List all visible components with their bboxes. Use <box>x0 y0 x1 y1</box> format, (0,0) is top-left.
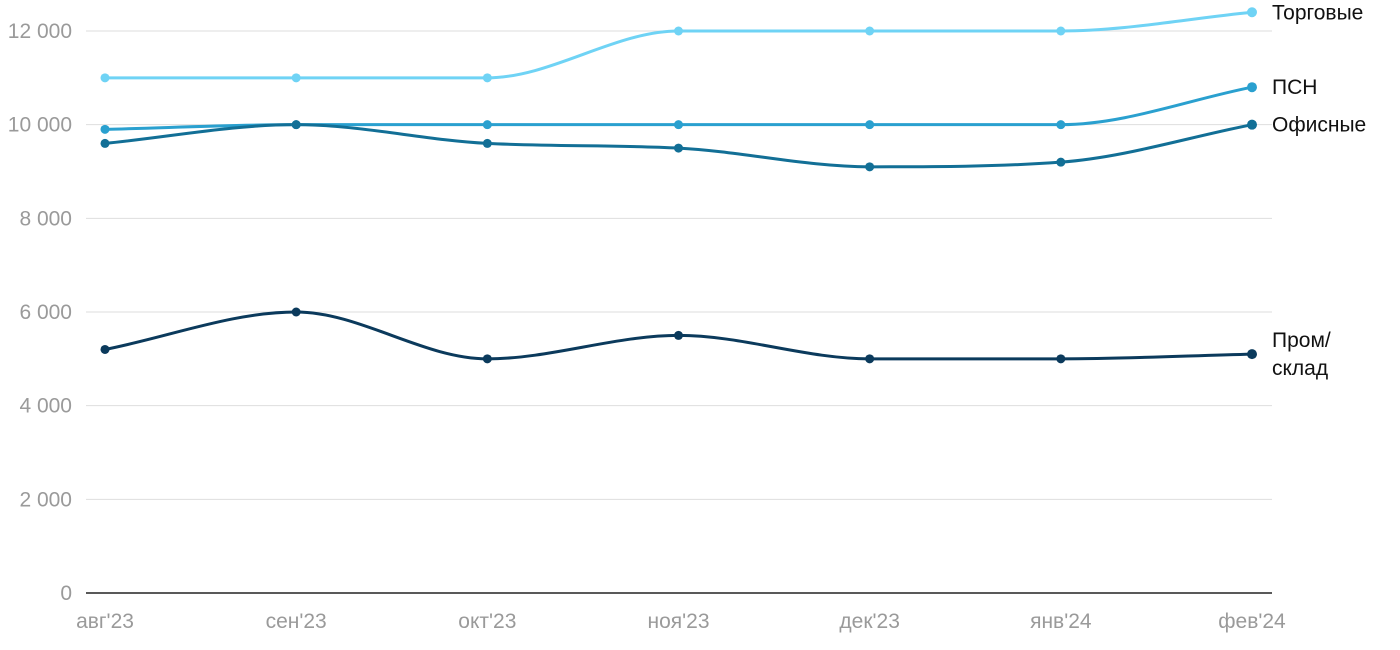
data-point <box>291 120 301 130</box>
x-axis-ticks: авг'23 сен'23 окт'23 ноя'23 дек'23 янв'24 фев'… <box>76 610 1286 633</box>
data-point <box>291 307 301 317</box>
data-point <box>1247 119 1257 130</box>
series-label: Торговые <box>1272 1 1363 24</box>
data-point <box>865 354 875 364</box>
x-tick-label: дек'23 <box>839 610 900 633</box>
data-point <box>674 120 683 130</box>
x-tick-label: авг'23 <box>76 610 134 633</box>
data-point <box>865 120 875 130</box>
data-point <box>482 354 492 364</box>
y-tick-label: 6 000 <box>19 301 72 324</box>
data-point <box>1056 120 1066 130</box>
series-label: Офисные <box>1272 114 1366 137</box>
data-point <box>100 73 110 83</box>
series-lines <box>103 10 1254 361</box>
y-tick-label: 0 <box>60 582 72 605</box>
data-point <box>482 120 492 130</box>
data-point <box>1247 349 1257 360</box>
data-point <box>100 344 110 354</box>
series-labels: Торговые ПСН Офисные Пром/склад <box>1272 1 1366 380</box>
x-tick-label: янв'24 <box>1030 610 1092 633</box>
data-point <box>865 162 875 172</box>
data-point <box>1056 157 1066 167</box>
x-tick-label: фев'24 <box>1218 610 1286 633</box>
data-point <box>1056 26 1066 36</box>
series-line <box>103 10 1254 80</box>
data-point <box>674 330 683 340</box>
data-point <box>1247 82 1257 93</box>
series-label: ПСН <box>1272 76 1317 99</box>
data-point <box>1056 354 1066 364</box>
x-tick-label: окт'23 <box>458 610 516 633</box>
y-tick-label: 4 000 <box>19 395 72 418</box>
data-point <box>291 73 301 83</box>
grid <box>86 30 1272 594</box>
y-tick-label: 8 000 <box>19 207 72 230</box>
data-points <box>100 7 1257 364</box>
series-label: Пром/склад <box>1272 329 1331 380</box>
data-point <box>100 124 110 134</box>
data-point <box>1247 7 1257 18</box>
y-axis-ticks: 0 2 000 4 000 6 000 8 000 10 000 12 000 <box>8 20 72 605</box>
x-tick-label: сен'23 <box>266 610 327 633</box>
x-tick-label: ноя'23 <box>647 610 709 633</box>
data-point <box>482 73 492 83</box>
y-tick-label: 2 000 <box>19 488 72 511</box>
y-tick-label: 10 000 <box>8 114 72 137</box>
data-point <box>674 26 683 36</box>
y-tick-label: 12 000 <box>8 20 72 43</box>
data-point <box>482 138 492 148</box>
data-point <box>865 26 875 36</box>
data-point <box>674 143 683 153</box>
data-point <box>100 138 110 148</box>
